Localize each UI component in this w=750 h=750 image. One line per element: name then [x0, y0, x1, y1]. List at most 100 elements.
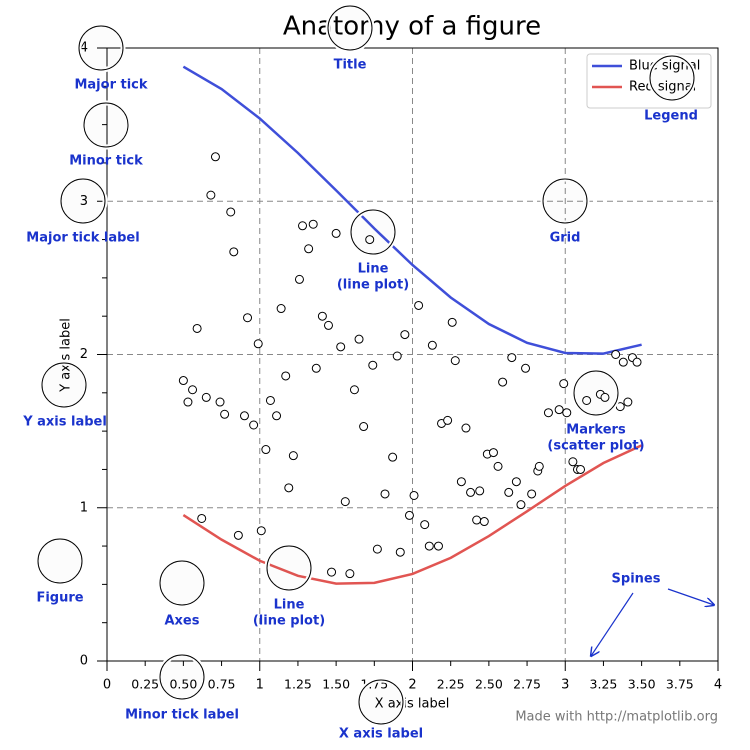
- annotation-label: (line plot): [337, 278, 409, 293]
- marker: [265, 395, 275, 405]
- marker: [284, 483, 294, 493]
- marker: [461, 423, 471, 433]
- annotation-label: Major tick label: [26, 231, 139, 246]
- annotation-circle: [358, 679, 404, 725]
- y-tick-label: 0: [80, 654, 88, 669]
- annotation-label: Y axis label: [22, 415, 107, 430]
- y-tick-label: 4: [80, 41, 88, 56]
- x-minor-tick-label: 0.75: [208, 677, 236, 692]
- marker: [380, 489, 390, 499]
- marker: [404, 510, 414, 520]
- marker: [317, 311, 327, 321]
- marker: [424, 541, 434, 551]
- marker: [308, 219, 318, 229]
- axes: 012340.250.500.751.251.501.752.252.502.7…: [80, 41, 722, 693]
- y-axis-label: Y axis label: [59, 318, 74, 393]
- annotation-circle: [37, 538, 83, 584]
- marker: [226, 207, 236, 217]
- marker: [427, 340, 437, 350]
- marker: [559, 379, 569, 389]
- marker: [327, 567, 337, 577]
- marker: [507, 353, 517, 363]
- marker: [521, 363, 531, 373]
- marker: [475, 486, 485, 496]
- marker: [456, 477, 466, 487]
- marker: [450, 356, 460, 366]
- marker: [466, 487, 476, 497]
- marker: [311, 363, 321, 373]
- annotation-circle: [542, 178, 588, 224]
- marker: [345, 569, 355, 579]
- marker: [576, 464, 586, 474]
- arrow: [667, 588, 714, 605]
- x-minor-tick-label: 3.75: [666, 677, 694, 692]
- marker: [372, 544, 382, 554]
- marker: [488, 448, 498, 458]
- marker: [433, 541, 443, 551]
- marker: [253, 339, 263, 349]
- marker: [201, 392, 211, 402]
- marker: [233, 530, 243, 540]
- x-tick-label: 4: [714, 678, 722, 693]
- marker: [562, 408, 572, 418]
- marker: [183, 397, 193, 407]
- annotation-label: Line: [274, 598, 305, 613]
- marker: [414, 300, 424, 310]
- annotation-circle: [78, 25, 124, 71]
- marker: [298, 221, 308, 231]
- y-tick-label: 3: [80, 194, 88, 209]
- marker: [543, 408, 553, 418]
- line: [182, 65, 642, 355]
- marker: [420, 520, 430, 530]
- annotations: Major tick Minor tick Major tick label Titl…: [22, 3, 698, 742]
- x-minor-tick-label: 3.50: [628, 677, 656, 692]
- x-minor-tick-label: 1.50: [322, 677, 350, 692]
- marker: [331, 228, 341, 238]
- annotation-circle: [266, 545, 312, 591]
- marker: [206, 190, 216, 200]
- marker: [220, 409, 230, 419]
- annotation-circle: [60, 178, 106, 224]
- marker: [256, 526, 266, 536]
- marker: [611, 350, 621, 359]
- y-tick-label: 1: [80, 500, 88, 515]
- marker: [323, 320, 333, 330]
- x-tick-label: 3: [561, 678, 569, 693]
- marker: [568, 457, 578, 467]
- marker: [276, 304, 286, 314]
- annotation-circle: [327, 5, 373, 51]
- annotation-label: Grid: [550, 231, 581, 246]
- x-tick-label: 2: [408, 678, 416, 693]
- marker: [288, 451, 298, 461]
- x-minor-tick-label: 2.75: [513, 677, 541, 692]
- annotation-circle: [649, 55, 695, 101]
- marker: [215, 397, 225, 407]
- marker: [409, 490, 419, 500]
- marker: [600, 392, 610, 402]
- marker: [192, 323, 202, 333]
- marker: [479, 517, 489, 527]
- credit: Made with http://matplotlib.org: [515, 710, 718, 725]
- marker: [229, 247, 239, 257]
- annotation-label: Major tick: [74, 78, 147, 93]
- marker: [504, 487, 514, 497]
- marker: [632, 357, 642, 367]
- annotation-label: Markers: [566, 423, 626, 438]
- marker: [294, 274, 304, 284]
- legend-label: Blue signal: [629, 59, 700, 74]
- x-minor-tick-label: 0.50: [169, 677, 197, 692]
- marker: [354, 334, 364, 344]
- annotation-circle: [573, 370, 619, 416]
- marker: [395, 547, 405, 557]
- marker: [498, 377, 508, 387]
- marker: [210, 152, 220, 162]
- marker: [188, 385, 198, 395]
- annotation-label: Title: [334, 58, 367, 73]
- marker: [368, 360, 378, 370]
- marker: [511, 477, 521, 487]
- annotation-circle: [159, 560, 205, 606]
- annotation-label: Legend: [644, 109, 698, 124]
- marker: [443, 415, 453, 425]
- x-minor-tick-label: 3.25: [590, 677, 618, 692]
- marker: [340, 497, 350, 507]
